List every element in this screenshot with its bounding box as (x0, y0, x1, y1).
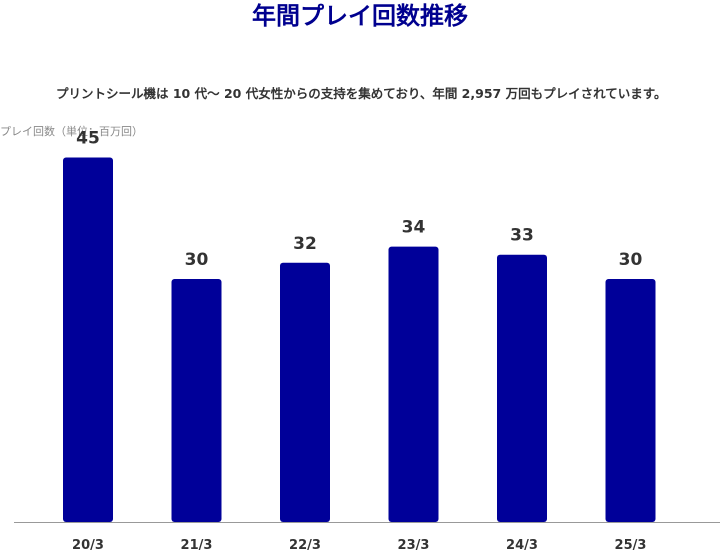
chart-subtitle: プリントシール機は 10 代〜 20 代女性からの支持を集めており、年間 2,9… (56, 86, 667, 101)
bar-20/3 (63, 157, 113, 522)
bar-22/3 (280, 262, 330, 522)
data-label-22/3: 32 (293, 234, 317, 254)
x-tick-label-21/3: 21/3 (181, 538, 213, 553)
bar-21/3 (171, 279, 222, 522)
bar-23/3 (388, 246, 439, 522)
chart-title: 年間プレイ回数推移 (252, 2, 468, 30)
y-axis-unit-label: プレイ回数（単位：百万回） (0, 125, 143, 138)
data-label-25/3: 30 (619, 250, 643, 270)
x-tick-label-20/3: 20/3 (72, 538, 104, 553)
bar-25/3 (605, 279, 656, 522)
x-tick-label-22/3: 22/3 (289, 538, 321, 553)
data-label-24/3: 33 (510, 226, 534, 246)
data-label-20/3: 45 (76, 129, 100, 149)
x-tick-label-24/3: 24/3 (506, 538, 538, 553)
x-tick-label-25/3: 25/3 (615, 538, 647, 553)
data-label-21/3: 30 (185, 250, 209, 270)
data-label-23/3: 34 (402, 218, 426, 238)
bar-24/3 (497, 254, 547, 522)
x-tick-label-23/3: 23/3 (398, 538, 430, 553)
